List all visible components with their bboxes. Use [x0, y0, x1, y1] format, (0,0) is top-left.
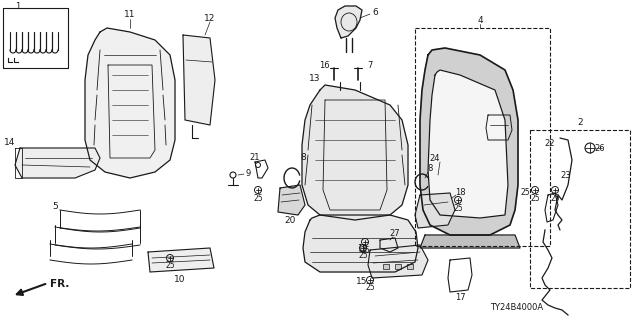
Text: 1: 1: [15, 2, 20, 11]
Polygon shape: [183, 35, 215, 125]
Text: 4: 4: [477, 15, 483, 25]
Text: 25: 25: [358, 252, 368, 260]
Text: 25: 25: [453, 204, 463, 212]
Polygon shape: [303, 215, 418, 272]
Bar: [383, 264, 389, 269]
Text: 22: 22: [545, 139, 556, 148]
Polygon shape: [148, 248, 214, 272]
Text: 10: 10: [174, 276, 186, 284]
Text: 20: 20: [284, 215, 296, 225]
Text: 23: 23: [561, 171, 572, 180]
Text: 13: 13: [309, 74, 321, 83]
Text: TY24B4000A: TY24B4000A: [490, 303, 543, 312]
Text: 25: 25: [365, 284, 375, 292]
Bar: [530, 130, 630, 288]
Polygon shape: [85, 28, 175, 178]
Bar: [407, 264, 413, 269]
Polygon shape: [15, 148, 100, 178]
Text: 8: 8: [428, 164, 433, 172]
Polygon shape: [368, 245, 428, 278]
Text: 9: 9: [245, 169, 251, 178]
Polygon shape: [420, 235, 520, 248]
Text: 25: 25: [253, 194, 263, 203]
Text: 25: 25: [360, 245, 370, 254]
Text: 25: 25: [165, 261, 175, 270]
Text: 8: 8: [300, 153, 306, 162]
Text: 18: 18: [454, 188, 465, 196]
Text: 12: 12: [204, 13, 216, 22]
Polygon shape: [278, 185, 305, 215]
Text: FR.: FR.: [50, 279, 69, 289]
Text: 11: 11: [124, 10, 136, 19]
Polygon shape: [415, 193, 455, 228]
Text: 25: 25: [550, 194, 560, 203]
Text: 14: 14: [4, 138, 16, 147]
Text: 5: 5: [52, 202, 58, 211]
Text: 16: 16: [319, 60, 330, 69]
Text: 15: 15: [356, 277, 368, 286]
Text: 6: 6: [372, 7, 378, 17]
Polygon shape: [302, 85, 408, 220]
Bar: [415, 28, 550, 246]
Text: 17: 17: [454, 293, 465, 302]
Text: 2: 2: [577, 117, 583, 126]
Polygon shape: [420, 48, 518, 235]
Text: 26: 26: [595, 143, 605, 153]
Text: 24: 24: [429, 154, 440, 163]
Bar: [395, 264, 401, 269]
Text: 25: 25: [520, 188, 530, 196]
Text: 19: 19: [356, 244, 367, 252]
Polygon shape: [428, 70, 508, 218]
Polygon shape: [335, 6, 362, 38]
Text: 25: 25: [530, 194, 540, 203]
Text: 27: 27: [390, 228, 400, 237]
Text: 7: 7: [367, 60, 372, 69]
Text: 21: 21: [250, 153, 260, 162]
